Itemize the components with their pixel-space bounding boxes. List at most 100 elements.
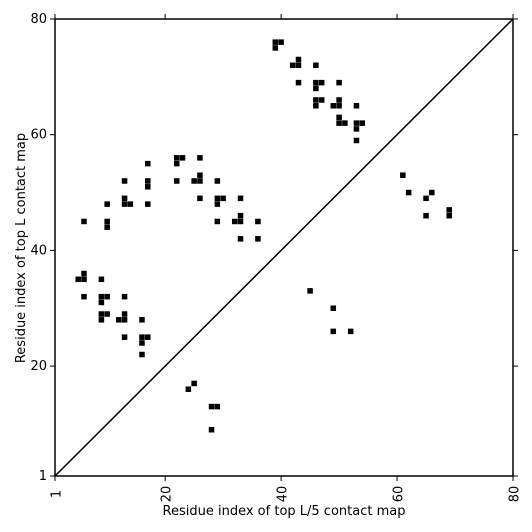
contact-point-lower — [330, 305, 337, 311]
contact-point-lower — [191, 380, 197, 387]
contact-point-upper — [173, 155, 180, 161]
x-axis-label: Residue index of top L/5 contact map — [163, 504, 406, 519]
contact-point-upper — [98, 276, 105, 283]
contact-point-upper — [139, 351, 145, 358]
x-tick-label: 60 — [392, 486, 407, 503]
contact-point-upper — [121, 317, 128, 323]
contact-point-upper — [98, 311, 105, 317]
y-tick-label: 20 — [30, 359, 47, 374]
contact-point-upper — [295, 62, 302, 69]
contact-point-upper — [121, 195, 128, 202]
contact-point-upper — [336, 103, 342, 109]
contact-point-upper — [214, 201, 221, 207]
plot-area — [54, 18, 514, 477]
contact-point-upper — [104, 293, 110, 300]
contact-point-upper — [313, 103, 319, 109]
contact-point-upper — [104, 201, 110, 207]
contact-point-upper — [98, 293, 105, 300]
y-tick-label: 40 — [30, 243, 47, 258]
contact-point-upper — [145, 160, 151, 167]
contact-point-upper — [237, 236, 244, 242]
contact-point-upper — [98, 299, 105, 306]
contact-point-lower — [185, 386, 192, 392]
contact-point-lower — [307, 288, 313, 294]
contact-point-upper — [104, 311, 110, 317]
contact-point-lower — [330, 328, 337, 335]
contact-point-lower — [405, 189, 412, 196]
contact-point-upper — [81, 293, 87, 300]
contact-point-upper — [231, 218, 238, 225]
contact-point-upper — [145, 184, 151, 190]
contact-point-lower — [214, 403, 221, 410]
contact-point-lower — [423, 195, 429, 202]
contact-point-upper — [104, 224, 110, 231]
contact-point-lower — [423, 212, 429, 219]
contact-point-upper — [81, 270, 87, 277]
contact-point-upper — [121, 178, 128, 184]
x-tick-label: 20 — [160, 486, 175, 503]
contact-point-upper — [220, 195, 226, 202]
contact-point-upper — [81, 218, 87, 225]
contact-point-upper — [214, 178, 221, 184]
contact-point-upper — [353, 137, 360, 144]
contact-point-upper — [359, 120, 366, 126]
contact-point-upper — [197, 172, 203, 178]
contact-point-lower — [208, 403, 215, 410]
contact-point-upper — [116, 317, 122, 323]
y-tick-label: 60 — [30, 128, 47, 143]
contact-point-lower — [429, 189, 435, 196]
y-tick-label: 1 — [39, 469, 47, 484]
contact-point-lower — [400, 172, 406, 178]
contact-point-upper — [191, 178, 197, 184]
contact-point-upper — [173, 178, 180, 184]
x-tick-label: 40 — [276, 486, 291, 503]
contact-point-upper — [81, 276, 87, 283]
contact-point-upper — [313, 97, 319, 103]
contact-point-upper — [353, 103, 360, 109]
contact-point-upper — [342, 120, 348, 126]
contact-point-upper — [121, 201, 128, 207]
contact-point-upper — [272, 39, 279, 45]
contact-point-upper — [318, 97, 325, 103]
contact-point-lower — [446, 212, 452, 219]
contact-point-upper — [145, 334, 151, 340]
contact-point-upper — [145, 201, 151, 207]
contact-point-lower — [208, 426, 215, 433]
y-tick-label: 80 — [30, 12, 47, 27]
contact-point-upper — [104, 218, 110, 225]
contact-point-upper — [237, 195, 244, 202]
contact-point-upper — [336, 79, 342, 86]
axis-ticks: 1 20 40 60 80 1 20 40 60 80 — [30, 12, 522, 502]
contact-point-upper — [255, 218, 261, 225]
contact-point-lower — [446, 207, 452, 213]
contact-point-upper — [313, 62, 319, 69]
diagonal-line — [54, 18, 514, 477]
contact-point-upper — [336, 97, 342, 103]
contact-point-upper — [139, 334, 145, 340]
contact-point-upper — [127, 201, 134, 207]
contact-point-upper — [214, 195, 221, 202]
contact-point-lower — [347, 328, 354, 335]
x-tick-label: 1 — [50, 490, 65, 498]
contact-point-upper — [139, 340, 145, 346]
contact-point-upper — [197, 195, 203, 202]
contact-point-upper — [278, 39, 284, 45]
contact-point-upper — [121, 311, 128, 317]
contact-point-upper — [353, 120, 360, 126]
contact-point-upper — [145, 178, 151, 184]
contact-point-upper — [197, 155, 203, 161]
contact-point-upper — [121, 334, 128, 340]
contact-point-upper — [336, 114, 342, 121]
contact-point-upper — [336, 120, 342, 126]
contact-point-upper — [75, 276, 81, 283]
contact-point-upper — [121, 293, 128, 300]
contact-point-upper — [330, 103, 337, 109]
contact-point-upper — [313, 79, 319, 86]
contact-point-upper — [295, 56, 302, 63]
contact-point-upper — [289, 62, 296, 69]
contact-point-upper — [173, 160, 180, 167]
contact-point-upper — [237, 218, 244, 225]
contact-point-upper — [313, 85, 319, 92]
contact-point-upper — [295, 79, 302, 86]
